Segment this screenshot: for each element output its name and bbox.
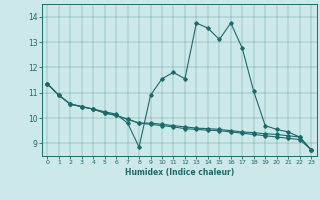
X-axis label: Humidex (Indice chaleur): Humidex (Indice chaleur) <box>124 168 234 177</box>
